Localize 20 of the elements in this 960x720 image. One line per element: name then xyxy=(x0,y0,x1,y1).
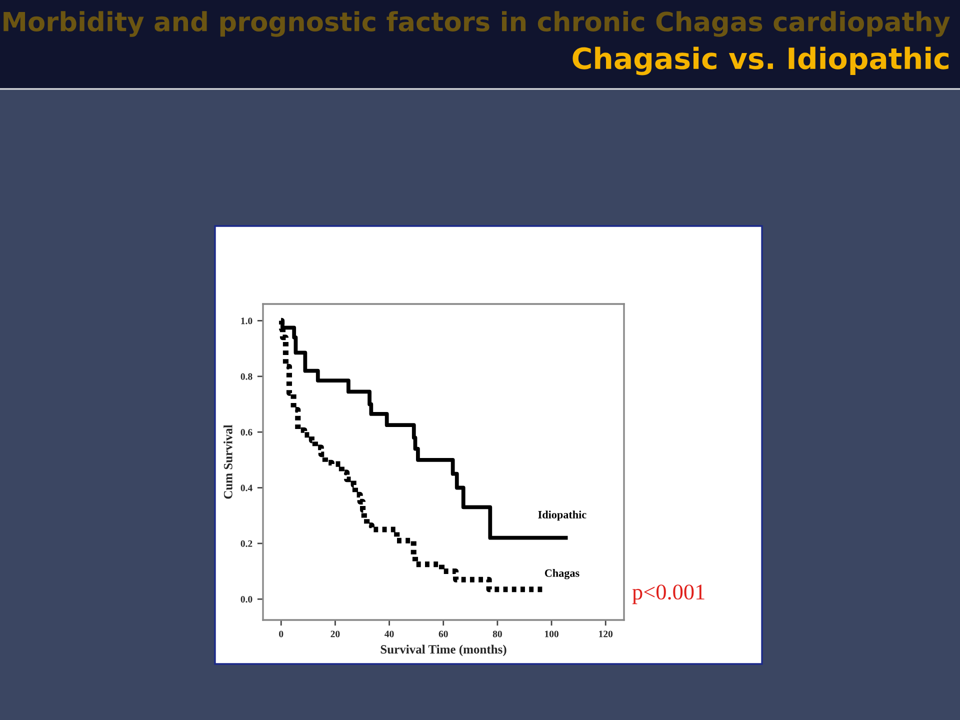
x-tick-label: 60 xyxy=(438,630,448,638)
y-tick-label: 0.2 xyxy=(240,540,252,547)
series-label: Chagas xyxy=(544,569,580,580)
y-tick-label: 1.0 xyxy=(241,318,252,324)
x-tick-label: 120 xyxy=(599,630,613,638)
text: p<0.001 xyxy=(632,584,704,604)
x-axis-title: Survival Time (months) xyxy=(380,644,506,656)
y-tick-label: 0.0 xyxy=(240,596,252,603)
text: Chagasic vs. Idiopathic xyxy=(572,46,948,76)
y-tick-label: 0.4 xyxy=(240,484,252,492)
chart-title: Morbidity and prognostic factors in chronic Chagas cardiopathy xyxy=(4,11,950,37)
y-tick-label: 0.8 xyxy=(240,373,252,380)
x-tick-label: 0 xyxy=(279,630,284,638)
x-tick-label: 80 xyxy=(492,630,502,638)
y-tick-label: 0.6 xyxy=(240,428,252,436)
y-axis-title: Cum Survival xyxy=(224,424,232,499)
x-tick-label: 100 xyxy=(545,630,558,638)
series-label: Idiopathic xyxy=(538,510,586,521)
x-tick-label: 40 xyxy=(384,630,394,638)
x-tick-label: 20 xyxy=(330,630,340,638)
